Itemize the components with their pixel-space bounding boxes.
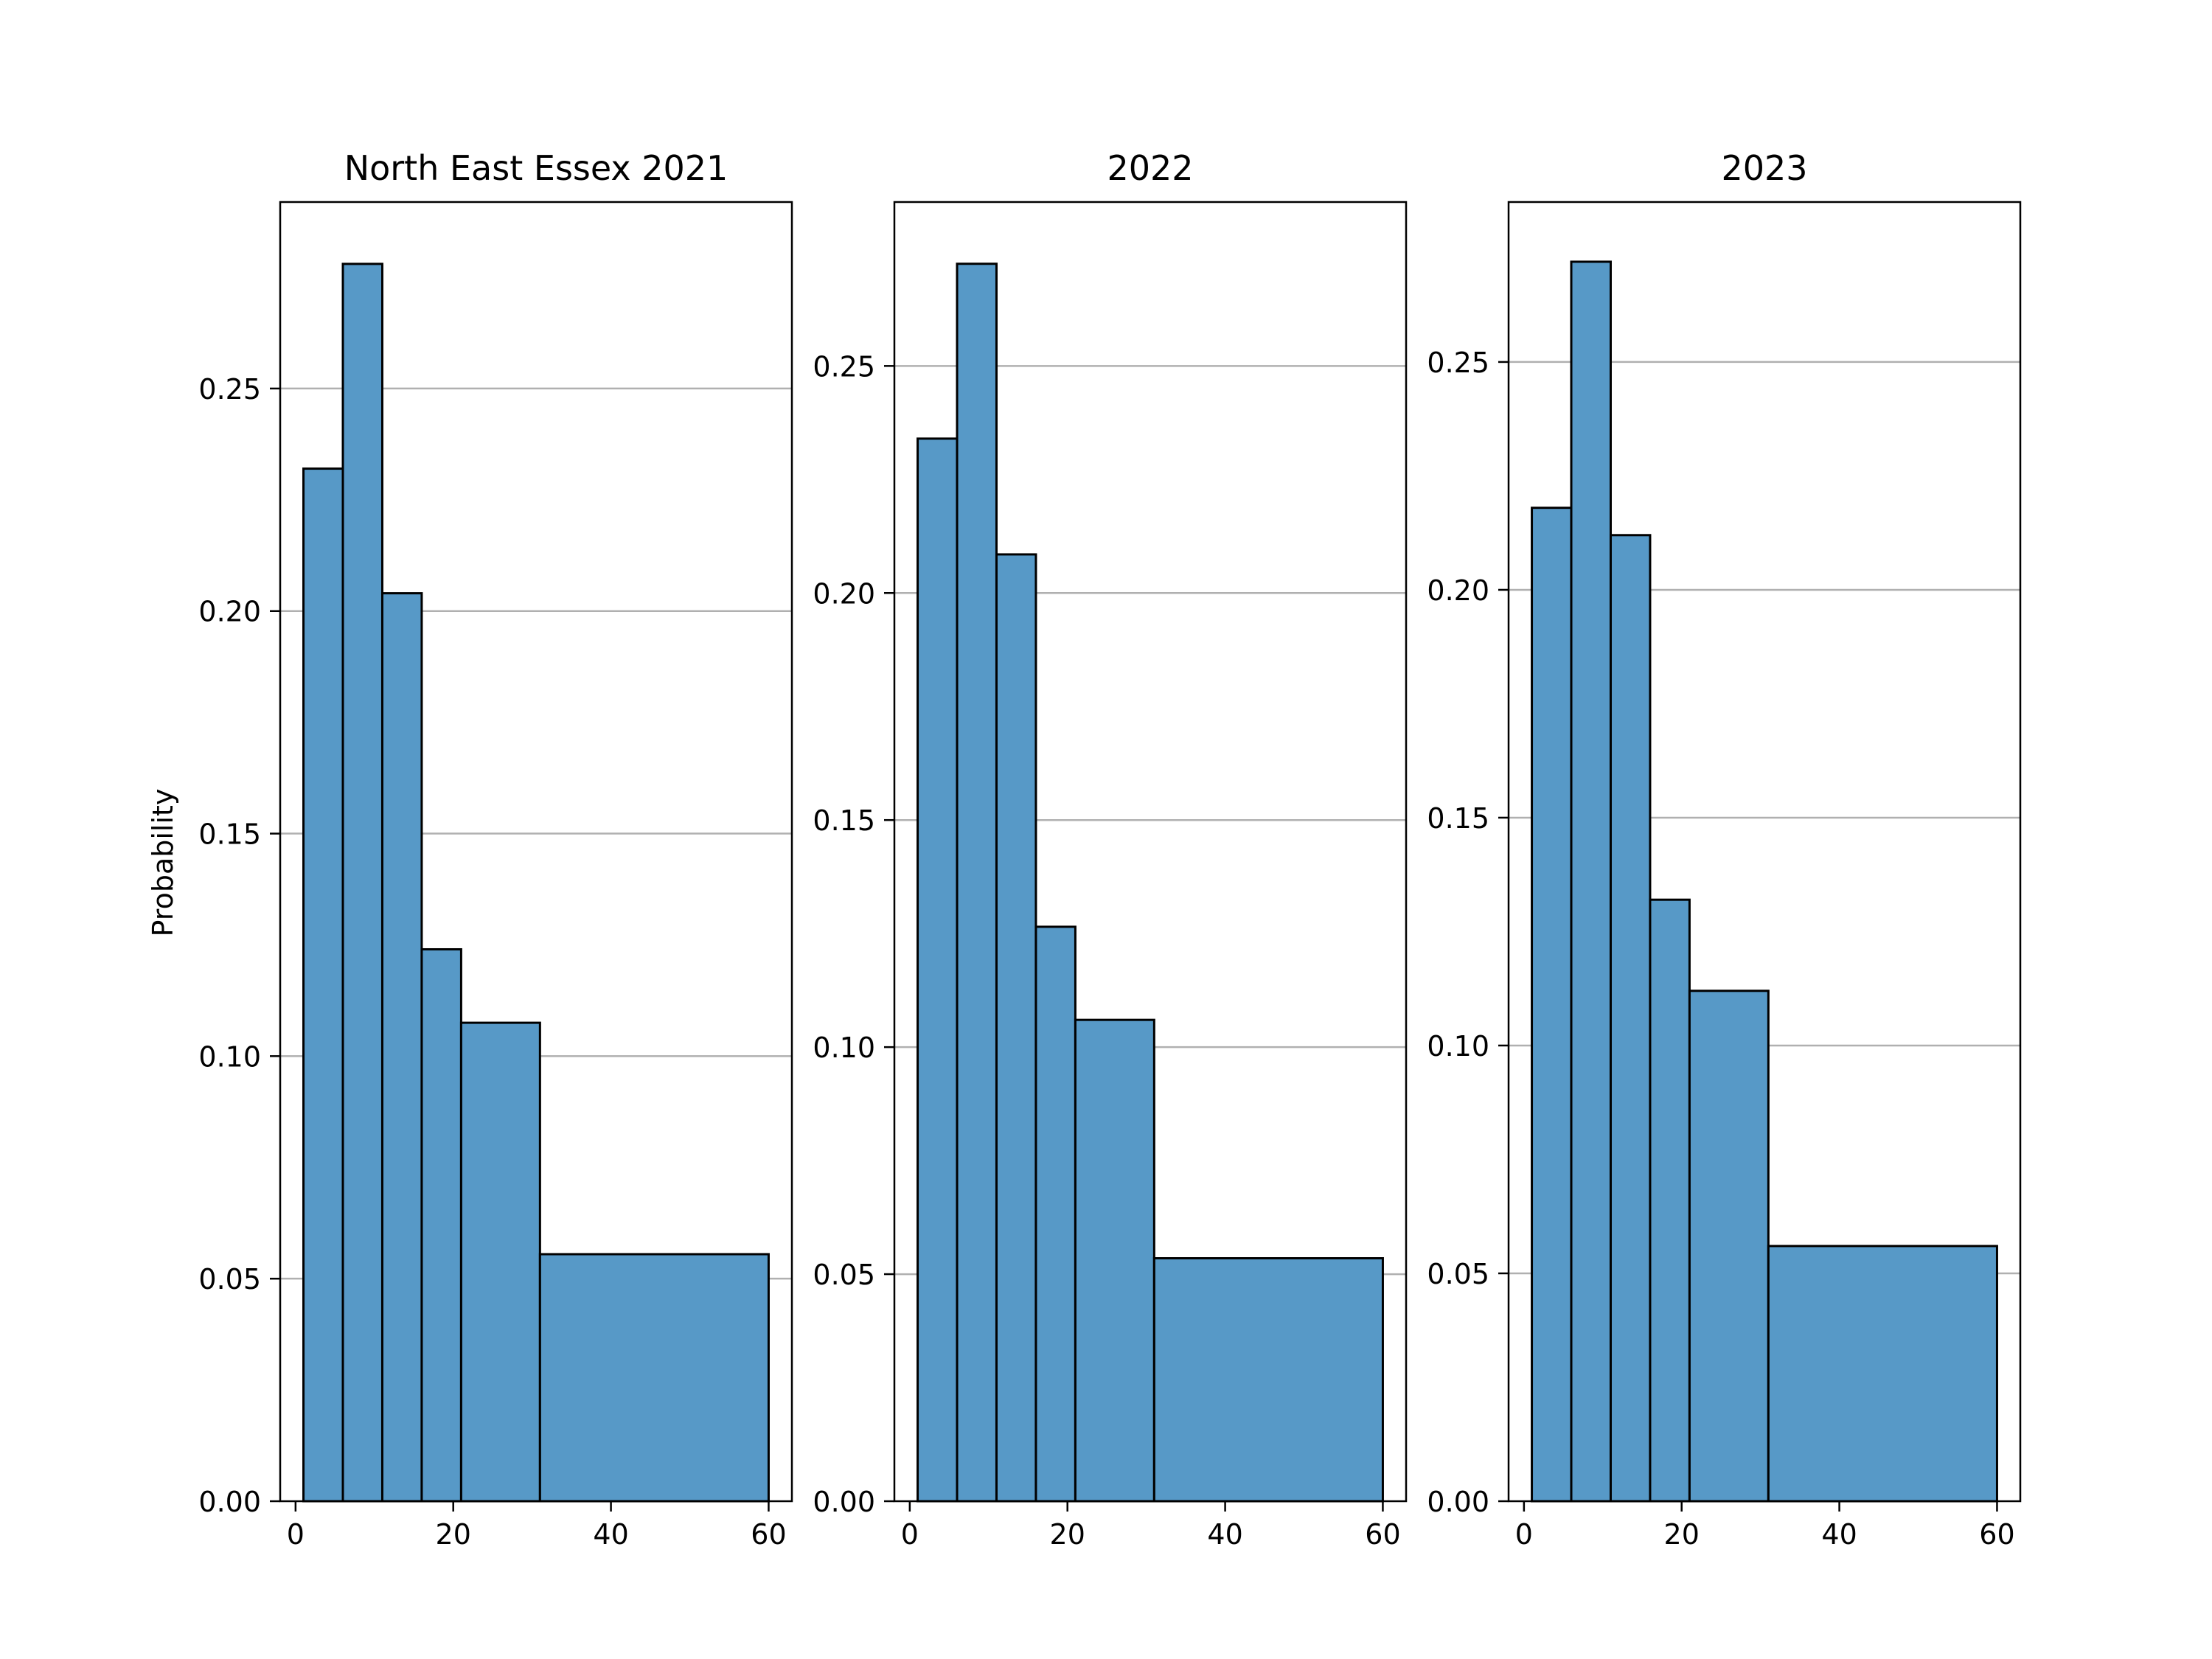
panel-title: 2022 <box>1107 148 1193 188</box>
y-tick-label: 0.20 <box>1427 574 1489 607</box>
x-tick-label: 60 <box>751 1518 786 1551</box>
y-tick-label: 0.25 <box>813 350 875 383</box>
x-tick-label: 20 <box>1664 1518 1700 1551</box>
x-tick-label: 20 <box>436 1518 471 1551</box>
histogram-panel-1: North East Essex 2021 0.00 0.05 0.10 0.15 0.2… <box>198 148 793 1551</box>
y-tick-label: 0.15 <box>1427 802 1489 835</box>
y-tick-label: 0.15 <box>198 818 261 851</box>
histogram-bar <box>1609 534 1652 1503</box>
axes-frame <box>1507 201 2022 1503</box>
histogram-bar <box>1649 898 1691 1503</box>
x-tick-label: 60 <box>1979 1518 2014 1551</box>
y-tick-label: 0.05 <box>198 1263 261 1295</box>
y-tick-label: 0.05 <box>813 1259 875 1291</box>
histogram-bar <box>1531 507 1573 1503</box>
histogram-bar <box>995 553 1037 1503</box>
panel-title: North East Essex 2021 <box>344 148 728 188</box>
histogram-bar <box>420 947 462 1503</box>
histogram-bar <box>917 437 959 1503</box>
histogram-bar <box>1152 1257 1384 1503</box>
x-tick-label: 0 <box>901 1518 919 1551</box>
y-tick-label: 0.05 <box>1427 1258 1489 1290</box>
axes-frame <box>279 201 793 1503</box>
panel-title: 2023 <box>1721 148 1807 188</box>
x-tick-label: 0 <box>1515 1518 1533 1551</box>
y-tick-label: 0.00 <box>1427 1486 1489 1518</box>
histogram-bar <box>1570 260 1612 1503</box>
y-tick-label: 0.10 <box>198 1040 261 1073</box>
y-tick-label: 0.20 <box>198 596 261 628</box>
y-tick-label: 0.00 <box>813 1486 875 1518</box>
histogram-bar <box>1688 990 1770 1503</box>
y-tick-label: 0.25 <box>198 373 261 406</box>
y-axis-label: Probability <box>147 789 179 937</box>
y-tick-label: 0.10 <box>1427 1030 1489 1062</box>
histogram-bar <box>380 592 423 1503</box>
x-tick-label: 40 <box>593 1518 628 1551</box>
histogram-bar <box>459 1021 541 1503</box>
histogram-bar <box>302 467 344 1503</box>
x-tick-label: 20 <box>1050 1518 1085 1551</box>
histogram-bar <box>956 262 998 1503</box>
y-tick-label: 0.00 <box>198 1486 261 1518</box>
histogram-panel-2: 2022 0.00 0.05 0.10 0.15 0.20 0.25 0 20 40 60 <box>813 148 1408 1551</box>
y-tick-label: 0.25 <box>1427 347 1489 379</box>
histogram-bar <box>1767 1245 1998 1503</box>
x-tick-label: 0 <box>287 1518 305 1551</box>
histogram-panel-3: 2023 0.00 0.05 0.10 0.15 0.20 0.25 0 20 40 60 <box>1427 148 2022 1551</box>
y-tick-label: 0.10 <box>813 1032 875 1064</box>
histogram-bar <box>1034 925 1077 1503</box>
histogram-bar <box>1074 1018 1155 1503</box>
axes-frame <box>893 201 1408 1503</box>
y-tick-label: 0.15 <box>813 804 875 837</box>
x-tick-label: 40 <box>1207 1518 1242 1551</box>
histogram-bar <box>538 1253 770 1503</box>
x-tick-label: 40 <box>1821 1518 1857 1551</box>
x-tick-label: 60 <box>1365 1518 1400 1551</box>
y-tick-label: 0.20 <box>813 577 875 610</box>
histogram-bar <box>341 262 383 1503</box>
